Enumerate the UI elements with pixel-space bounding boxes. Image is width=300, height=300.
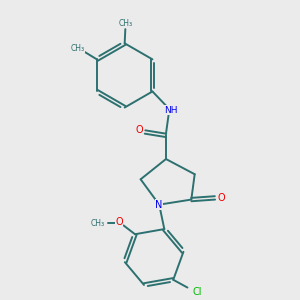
Text: Cl: Cl [192, 287, 202, 297]
Text: N: N [155, 200, 163, 210]
Text: O: O [135, 125, 143, 135]
Text: O: O [115, 217, 123, 227]
Text: CH₃: CH₃ [70, 44, 84, 53]
Text: O: O [218, 193, 226, 203]
Text: CH₃: CH₃ [118, 19, 132, 28]
Text: NH: NH [164, 106, 178, 115]
Text: CH₃: CH₃ [91, 219, 105, 228]
